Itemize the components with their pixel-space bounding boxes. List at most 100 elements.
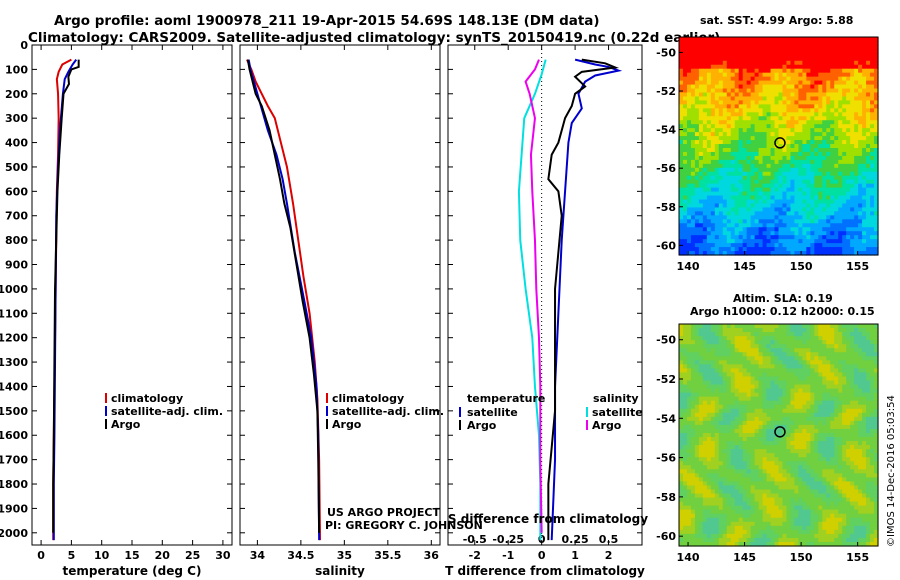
sst-cell <box>786 147 792 153</box>
sla-cell <box>722 461 728 466</box>
sst-cell <box>714 88 720 94</box>
sst-cell <box>714 151 720 157</box>
sst-cell <box>710 116 716 121</box>
sst-cell <box>694 179 700 185</box>
sst-cell <box>710 247 716 252</box>
sst-cell <box>846 88 851 94</box>
sla-cell <box>766 392 772 398</box>
sst-cell <box>802 223 807 228</box>
sla-cell <box>846 420 851 426</box>
sst-cell <box>822 227 827 232</box>
sst-cell <box>790 195 796 201</box>
sst-cell <box>694 136 700 141</box>
sla-cell <box>786 392 792 398</box>
sst-cell <box>679 235 684 240</box>
sst-cell <box>842 167 847 173</box>
sla-cell <box>830 469 835 474</box>
sst-cell <box>698 80 704 86</box>
sst-cell <box>826 151 831 157</box>
sst-cell <box>818 191 823 197</box>
sst-cell <box>722 80 728 86</box>
sla-cell <box>746 376 752 382</box>
sst-cell <box>694 40 700 46</box>
sst-cell <box>698 124 704 129</box>
sst-cell <box>782 251 788 256</box>
sla-cell <box>746 384 752 390</box>
sst-cell <box>746 235 752 240</box>
sst-cell <box>706 171 712 177</box>
sst-cell <box>810 44 815 50</box>
sst-cell <box>758 88 764 94</box>
sla-cell <box>822 364 827 369</box>
sla-cell <box>746 420 752 426</box>
sla-cell <box>826 453 831 458</box>
sst-cell <box>870 76 875 82</box>
sst-cell <box>874 247 879 252</box>
sst-cell <box>802 235 807 240</box>
sst-cell <box>786 223 792 228</box>
sst-cell <box>734 100 740 105</box>
sla-cell <box>746 465 752 470</box>
sst-cell <box>682 195 688 201</box>
sst-cell <box>870 179 875 185</box>
sst-cell <box>766 80 772 86</box>
sla-cell <box>846 477 851 483</box>
sla-cell <box>686 445 692 450</box>
sst-cell <box>842 128 847 133</box>
sla-cell <box>682 348 688 353</box>
sst-cell <box>846 116 851 121</box>
sla-cell <box>758 332 764 337</box>
sla-cell <box>762 348 768 353</box>
sst-cell <box>786 140 792 145</box>
sla-cell <box>706 465 712 470</box>
sst-cell <box>690 84 696 90</box>
sst-cell <box>822 175 827 181</box>
sla-cell <box>846 473 851 478</box>
sla-cell <box>802 384 807 390</box>
sst-cell <box>738 243 744 248</box>
sst-cell <box>690 179 696 185</box>
sst-cell <box>679 203 684 209</box>
sla-cell <box>726 416 732 422</box>
sst-cell <box>686 56 692 62</box>
sst-cell <box>826 199 831 205</box>
sla-cell <box>690 428 696 434</box>
sla-cell <box>862 332 867 337</box>
sla-cell <box>838 445 843 450</box>
sst-cell <box>730 52 736 58</box>
sst-cell <box>814 80 819 86</box>
sst-cell <box>786 227 792 232</box>
sst-cell <box>730 56 736 62</box>
sst-cell <box>750 144 756 149</box>
sst-cell <box>686 171 692 177</box>
sst-cell <box>830 171 835 177</box>
sst-cell <box>679 64 684 70</box>
sst-cell <box>846 159 851 165</box>
sst-cell <box>778 159 784 165</box>
sst-cell <box>722 84 728 90</box>
sla-cell <box>722 432 728 438</box>
sst-cell <box>810 112 815 117</box>
sla-cell <box>874 424 879 430</box>
sla-cell <box>694 352 700 357</box>
sst-cell <box>798 171 803 177</box>
sst-cell <box>810 144 815 149</box>
sst-cell <box>722 247 728 252</box>
sst-cell <box>870 92 875 98</box>
sla-cell <box>786 324 792 329</box>
sst-cell <box>750 140 756 145</box>
sla-cell <box>786 441 792 446</box>
sst-cell <box>854 48 859 54</box>
sst-cell <box>786 76 792 82</box>
sla-cell <box>746 392 752 398</box>
sla-cell <box>726 481 732 487</box>
sst-cell <box>774 88 780 94</box>
sla-cell <box>738 388 744 394</box>
sst-cell <box>710 104 716 109</box>
sst-cell <box>846 112 851 117</box>
sla-cell <box>770 392 776 398</box>
sla-cell <box>782 392 788 398</box>
sst-cell <box>870 199 875 205</box>
sla-cell <box>838 404 843 410</box>
